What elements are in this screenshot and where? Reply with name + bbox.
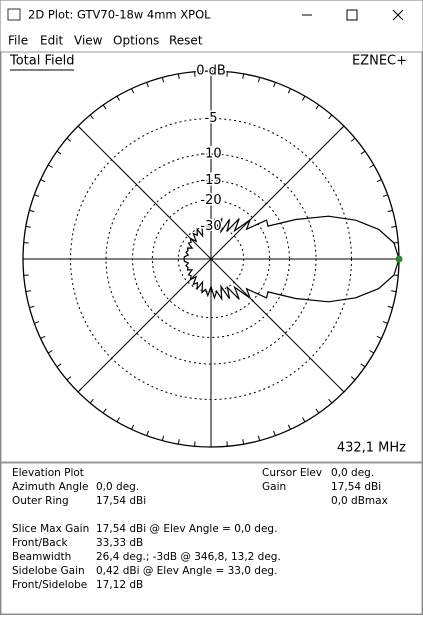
info-value: 0,0 deg. [96,481,139,493]
menu-item[interactable]: File [8,34,28,48]
ring-label: 0 dB [196,64,226,79]
info-label: Gain [262,481,286,493]
brand: EZNEC+ [352,54,407,69]
menu-item[interactable]: Edit [40,34,64,48]
info-value: 17,54 dBi [96,495,146,507]
menu-item[interactable]: Options [113,34,159,48]
ring-label: -20 [200,193,221,208]
summary-label: Front/Back [12,537,69,549]
plot-kind: Elevation Plot [12,467,84,479]
info-label: Cursor Elev [262,467,322,479]
summary-value: 17,12 dB [96,579,143,591]
plot-label: Total Field [9,54,75,69]
summary-value: 0,42 dBi @ Elev Angle = 33,0 deg. [96,565,277,577]
summary-value: 26,4 deg.; -3dB @ 346,8, 13,2 deg. [96,551,281,563]
summary-label: Front/Sidelobe [12,579,87,591]
menu-item[interactable]: View [74,34,103,48]
info-value: 17,54 dBi [331,481,381,493]
summary-value: 17,54 dBi @ Elev Angle = 0,0 deg. [96,523,277,535]
summary-label: Sidelobe Gain [12,565,85,577]
gain-dbmax: 0,0 dBmax [331,495,388,507]
cursor-dot [396,256,403,263]
summary-value: 33,33 dB [96,537,143,549]
window-title: 2D Plot: GTV70-18w 4mm XPOL [28,8,211,22]
ring-label: -5 [205,111,218,126]
info-label: Outer Ring [12,495,69,507]
info-label: Azimuth Angle [12,481,88,493]
ring-label: -30 [200,219,221,234]
ring-label: -10 [200,147,221,162]
summary-label: Slice Max Gain [12,523,89,535]
summary-label: Beamwidth [12,551,71,563]
menu-item[interactable]: Reset [169,34,203,48]
frequency: 432,1 MHz [337,441,406,456]
ring-label: -15 [200,173,221,188]
info-value: 0,0 deg. [331,467,374,479]
